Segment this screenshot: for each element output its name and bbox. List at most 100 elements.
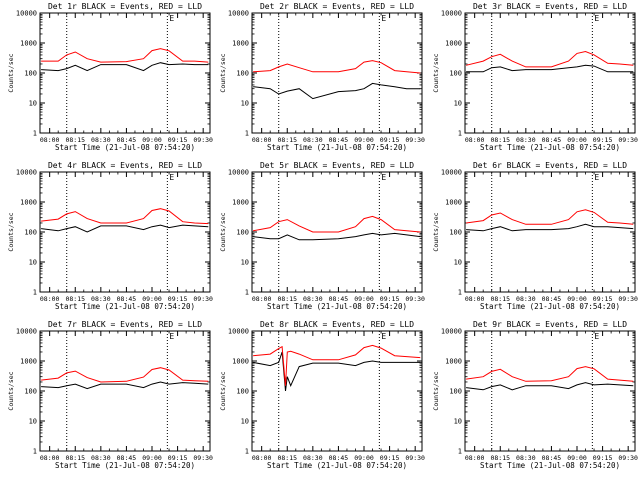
y-tick-label: 100	[24, 70, 37, 78]
x-tick-label: 08:30	[516, 454, 536, 462]
x-tick-label: 08:30	[303, 136, 323, 144]
x-tick-label: 08:15	[490, 454, 510, 462]
x-tick-label: 08:00	[465, 454, 485, 462]
x-tick-label: 09:30	[193, 295, 213, 303]
x-tick-label: 09:30	[405, 295, 425, 303]
plot-frame	[39, 330, 211, 452]
y-tick-label: 100	[449, 229, 462, 237]
y-tick-label: 100	[24, 229, 37, 237]
x-tick-label: 09:00	[142, 454, 162, 462]
x-tick-label: 09:00	[567, 136, 587, 144]
y-axis-label: Counts/sec	[219, 53, 227, 92]
x-tick-label: 09:00	[354, 454, 374, 462]
y-axis-label: Counts/sec	[7, 212, 15, 251]
y-axis-label: Counts/sec	[7, 53, 15, 92]
y-tick-label: 1	[458, 130, 462, 138]
y-axis-label: Counts/sec	[219, 371, 227, 410]
y-tick-label: 10000	[16, 328, 37, 336]
x-tick-label: 08:00	[465, 136, 485, 144]
y-tick-label: 10000	[441, 328, 462, 336]
x-tick-label: 08:00	[252, 454, 272, 462]
x-tick-label: 08:15	[490, 295, 510, 303]
x-tick-label: 08:15	[277, 136, 297, 144]
x-tick-label: 09:00	[354, 295, 374, 303]
y-tick-label: 1	[33, 289, 37, 297]
y-axis-label: Counts/sec	[432, 371, 440, 410]
y-tick-label: 10	[29, 100, 37, 108]
x-tick-label: 09:00	[142, 136, 162, 144]
x-tick-label: 09:15	[593, 454, 613, 462]
x-tick-label: 09:30	[618, 295, 638, 303]
y-tick-label: 10	[29, 418, 37, 426]
y-tick-label: 1	[33, 130, 37, 138]
y-tick-label: 10000	[228, 169, 249, 177]
y-tick-label: 1000	[20, 40, 37, 48]
events-series-line	[253, 351, 421, 392]
x-tick-label: 08:30	[303, 454, 323, 462]
x-tick-label: 08:15	[65, 454, 85, 462]
detector-panel: Det 6r BLACK = Events, RED = LLD 1 10 100 10…	[432, 161, 638, 311]
y-tick-label: 100	[449, 388, 462, 396]
corner-flag: E	[381, 173, 386, 182]
detector-panel: Det 9r BLACK = Events, RED = LLD 1 10 100 10…	[432, 320, 638, 470]
corner-flag: E	[594, 173, 599, 182]
x-tick-label: 08:30	[516, 136, 536, 144]
y-tick-label: 1	[458, 289, 462, 297]
lld-series-line	[465, 50, 634, 68]
panel-title: Det 5r BLACK = Events, RED = LLD	[260, 161, 414, 170]
panel-title: Det 3r BLACK = Events, RED = LLD	[473, 2, 627, 11]
y-tick-label: 10	[241, 418, 249, 426]
y-axis-label: Counts/sec	[432, 212, 440, 251]
x-tick-label: 08:15	[277, 295, 297, 303]
x-tick-label: 08:30	[516, 295, 536, 303]
x-tick-label: 08:45	[117, 454, 137, 462]
x-tick-label: 09:15	[380, 136, 400, 144]
x-tick-label: 08:45	[542, 136, 562, 144]
y-axis-label: Counts/sec	[219, 212, 227, 251]
x-axis-label: Start Time (21-Jul-08 07:54:20)	[267, 461, 407, 470]
x-tick-label: 08:15	[65, 295, 85, 303]
x-tick-label: 08:30	[91, 136, 111, 144]
y-tick-label: 10000	[441, 169, 462, 177]
x-tick-label: 08:15	[65, 136, 85, 144]
x-tick-label: 09:15	[168, 454, 188, 462]
events-series-line	[466, 64, 634, 73]
x-tick-label: 08:45	[542, 295, 562, 303]
panel-title: Det 1r BLACK = Events, RED = LLD	[48, 2, 202, 11]
plot-frame	[464, 171, 636, 293]
x-tick-label: 09:15	[168, 136, 188, 144]
y-axis-label: Counts/sec	[432, 53, 440, 92]
events-series-line	[41, 224, 209, 233]
x-tick-label: 08:45	[542, 454, 562, 462]
y-tick-label: 10	[241, 259, 249, 267]
x-tick-label: 08:30	[91, 295, 111, 303]
x-tick-label: 08:45	[329, 454, 349, 462]
lld-series-line	[41, 367, 209, 383]
events-series-line	[41, 381, 209, 390]
x-axis-label: Start Time (21-Jul-08 07:54:20)	[480, 143, 620, 152]
lld-series-line	[253, 215, 421, 233]
x-tick-label: 08:30	[303, 295, 323, 303]
x-tick-label: 08:00	[40, 136, 60, 144]
events-series-line	[41, 62, 209, 72]
corner-flag: E	[381, 332, 386, 341]
lld-series-line	[41, 48, 209, 63]
panel-title: Det 8r BLACK = Events, RED = LLD	[260, 320, 414, 329]
x-tick-label: 08:00	[40, 295, 60, 303]
x-tick-label: 08:00	[252, 136, 272, 144]
plot-frame	[251, 12, 423, 134]
detector-panel: Det 7r BLACK = Events, RED = LLD 1 10 100 10…	[7, 320, 213, 470]
corner-flag: E	[169, 332, 174, 341]
x-tick-label: 09:30	[193, 136, 213, 144]
corner-flag: E	[169, 173, 174, 182]
x-tick-label: 08:45	[329, 136, 349, 144]
corner-flag: E	[169, 14, 174, 23]
detector-panel: Det 3r BLACK = Events, RED = LLD 1 10 100 10…	[432, 2, 638, 152]
y-tick-label: 1000	[20, 358, 37, 366]
y-tick-label: 10	[29, 259, 37, 267]
x-tick-label: 08:15	[277, 454, 297, 462]
plot-frame	[464, 12, 636, 134]
y-tick-label: 1000	[445, 358, 462, 366]
y-tick-label: 1000	[232, 358, 249, 366]
